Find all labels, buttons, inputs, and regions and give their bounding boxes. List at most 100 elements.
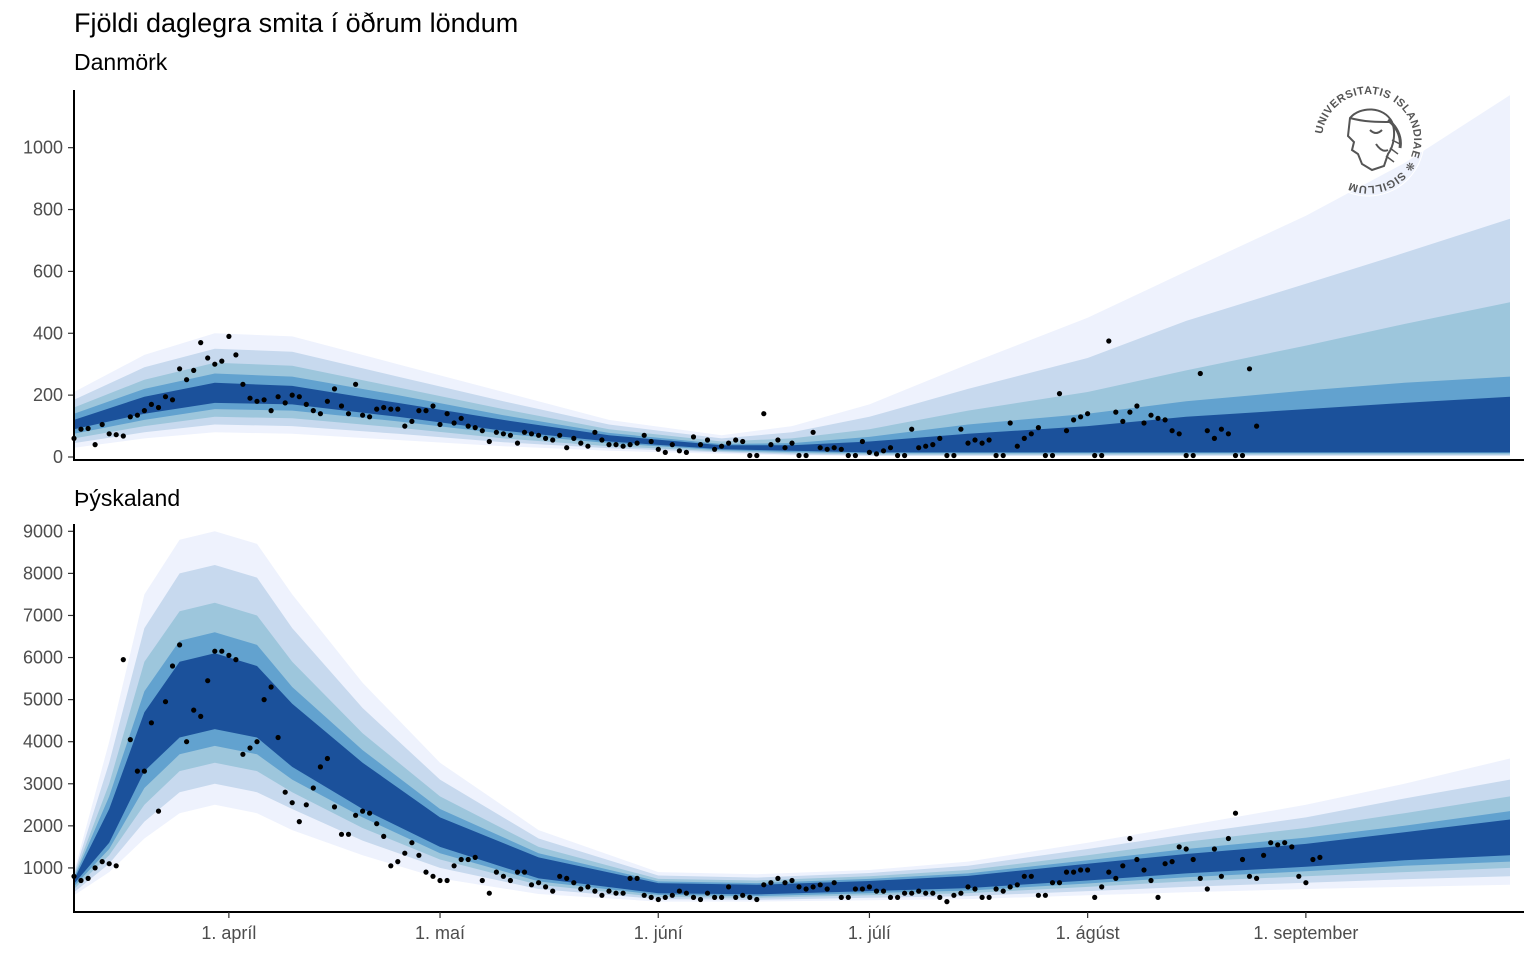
observed-point xyxy=(331,804,338,810)
observed-points-danmork xyxy=(71,333,1260,459)
observed-point xyxy=(303,802,309,808)
observed-point xyxy=(1169,428,1175,434)
observed-point xyxy=(838,446,844,452)
observed-point xyxy=(451,420,457,426)
observed-point xyxy=(261,697,267,703)
observed-point xyxy=(289,392,295,398)
observed-point xyxy=(1106,869,1112,875)
observed-point xyxy=(92,865,98,871)
observed-point xyxy=(486,890,492,896)
observed-point xyxy=(1056,391,1063,397)
observed-point xyxy=(1289,844,1295,850)
observed-point xyxy=(817,445,823,451)
observed-point xyxy=(479,428,485,434)
observed-point xyxy=(1056,880,1063,886)
observed-point xyxy=(472,425,478,431)
observed-point xyxy=(1211,435,1217,441)
observed-point xyxy=(1225,431,1231,437)
observed-point xyxy=(972,437,978,443)
observed-point xyxy=(676,888,683,894)
observed-point xyxy=(543,884,549,890)
observed-point xyxy=(275,394,281,400)
observed-point xyxy=(148,401,154,407)
observed-point xyxy=(979,894,985,901)
observed-point xyxy=(1099,452,1105,459)
observed-point xyxy=(1113,409,1119,415)
observed-point xyxy=(1127,409,1133,415)
observed-point xyxy=(514,440,521,446)
observed-point xyxy=(268,684,274,690)
observed-point xyxy=(465,423,471,429)
observed-point xyxy=(1000,452,1006,459)
observed-point xyxy=(852,452,859,459)
observed-point xyxy=(106,861,112,867)
observed-point xyxy=(634,440,640,446)
observed-point xyxy=(726,884,732,890)
observed-point xyxy=(775,875,781,882)
observed-point xyxy=(958,890,964,896)
observed-point xyxy=(951,892,957,898)
observed-point xyxy=(1155,415,1161,421)
observed-point xyxy=(1085,411,1091,417)
observed-point xyxy=(550,888,556,894)
observed-point xyxy=(205,678,211,684)
observed-point xyxy=(1268,840,1274,846)
observed-point xyxy=(887,445,894,451)
observed-point xyxy=(254,739,260,745)
observed-point xyxy=(1211,846,1217,852)
observed-point xyxy=(472,854,478,861)
observed-point xyxy=(106,431,112,437)
observed-point xyxy=(127,414,133,420)
observed-point xyxy=(338,403,345,409)
observed-point xyxy=(85,875,91,882)
observed-point xyxy=(592,888,598,894)
observed-point xyxy=(261,397,267,403)
observed-point xyxy=(184,739,190,745)
observed-point xyxy=(782,445,788,451)
observed-point xyxy=(486,438,492,445)
observed-point xyxy=(198,713,204,720)
observed-point xyxy=(1134,856,1140,863)
x-tick-label: 1. júní xyxy=(634,923,683,943)
observed-point xyxy=(578,440,584,446)
observed-point xyxy=(1028,873,1034,879)
observed-point xyxy=(761,882,767,888)
observed-point xyxy=(866,449,873,455)
observed-point xyxy=(1254,423,1260,429)
observed-point xyxy=(719,894,725,901)
observed-point xyxy=(1275,842,1281,848)
observed-point xyxy=(198,340,204,346)
observed-point xyxy=(1239,856,1246,863)
observed-point xyxy=(704,890,711,896)
observed-point xyxy=(1113,875,1119,882)
observed-point xyxy=(1183,452,1189,459)
observed-point xyxy=(1232,452,1239,459)
observed-point xyxy=(1141,867,1147,873)
observed-point xyxy=(719,443,725,449)
observed-point xyxy=(648,894,654,901)
observed-point xyxy=(550,437,556,443)
observed-point xyxy=(374,821,380,827)
observed-point xyxy=(1035,425,1041,431)
observed-point xyxy=(1190,856,1196,863)
observed-point xyxy=(409,418,415,424)
observed-point xyxy=(416,408,422,414)
observed-point xyxy=(85,425,91,432)
observed-point xyxy=(1049,452,1056,459)
observed-point xyxy=(127,737,133,743)
y-tick-label: 2000 xyxy=(23,816,63,836)
observed-point xyxy=(761,411,767,417)
observed-point xyxy=(528,882,535,888)
y-tick-label: 800 xyxy=(33,200,63,220)
observed-point xyxy=(1014,882,1020,888)
observed-point xyxy=(338,831,345,837)
observed-point xyxy=(1246,366,1253,372)
observed-point xyxy=(458,856,464,863)
observed-point xyxy=(1063,869,1070,875)
observed-point xyxy=(810,884,816,890)
observed-point xyxy=(402,423,408,429)
observed-point xyxy=(972,886,978,892)
observed-point xyxy=(1014,443,1020,449)
observed-point xyxy=(1078,414,1084,420)
